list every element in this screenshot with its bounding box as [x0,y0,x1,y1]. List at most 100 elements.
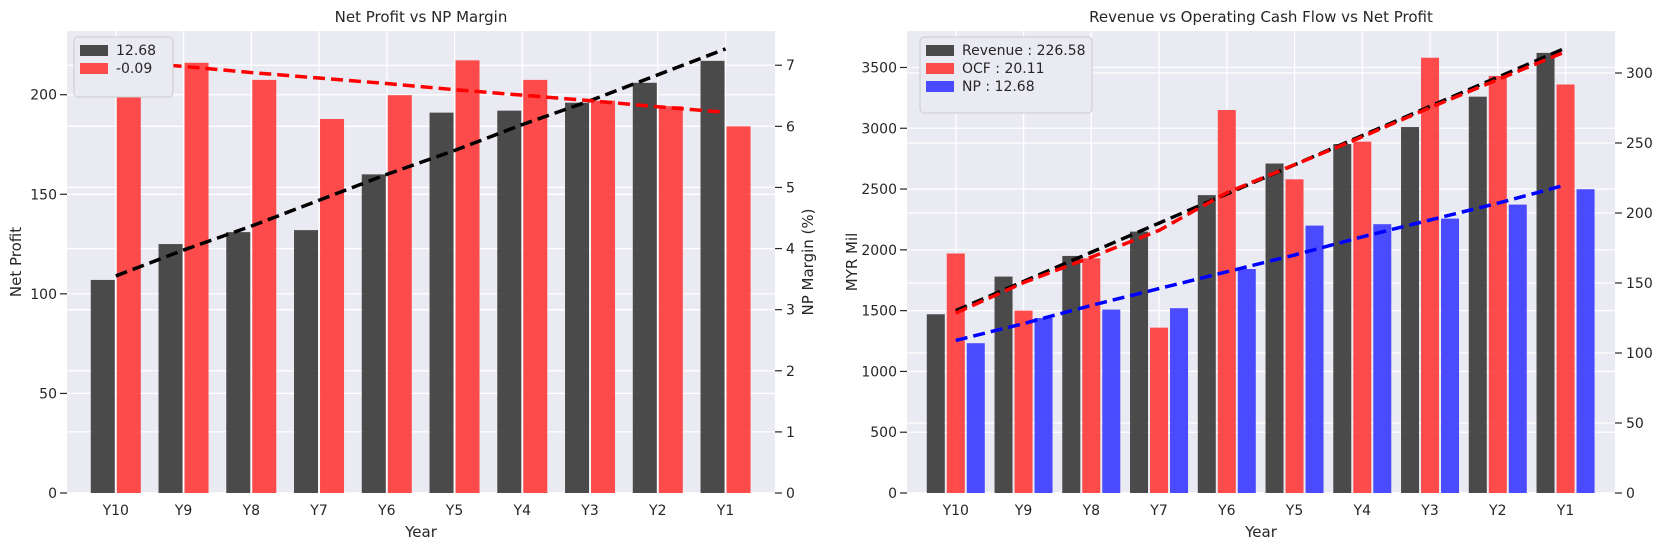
y-tick-label: 500 [870,425,897,441]
legend-swatch [926,63,954,74]
bar [1014,310,1033,493]
bar [1373,224,1392,493]
legend-label: NP : 12.68 [962,79,1035,95]
y-tick-label: 100 [30,287,57,303]
bar [252,79,277,493]
y2-tick-label: 7 [786,58,795,74]
legend-label: OCF : 20.11 [962,61,1045,77]
bar [700,60,725,493]
y-tick-label: 0 [48,486,57,502]
bar [184,62,209,494]
x-tick-label: Y7 [309,503,327,519]
x-axis: Y10 Y9 Y8 Y7 Y6 Y5 Y4 Y3 Y2 Y1 [942,503,1575,519]
y2-tick-label: 100 [1626,346,1653,362]
y2-tick-label: 200 [1626,206,1653,222]
bar [1082,258,1101,493]
x-tick-label: Y8 [1082,503,1100,519]
bar [591,100,616,494]
bar [294,230,319,493]
y2-tick-label: 3 [786,303,795,319]
bar [1062,255,1081,493]
legend-label: 12.68 [116,43,156,59]
y2-tick-label: 5 [786,180,795,196]
bar [1265,163,1284,493]
y-tick-label: 0 [888,486,897,502]
bar [455,60,480,493]
x-tick-label: Y5 [1285,503,1303,519]
bar [1488,75,1507,494]
y-tick-label: 1000 [861,364,897,380]
x-tick-label: Y4 [1353,503,1372,519]
y2-tick-label: 1 [786,425,795,441]
trend-line [955,50,1567,315]
bar [1556,84,1575,493]
y2-tick-label: 6 [786,119,795,135]
bar [994,276,1013,493]
trend-line [955,183,1566,343]
x-axis-label: Year [404,523,438,541]
bar [1305,225,1324,493]
bar [1441,218,1460,493]
x-tick-label: Y6 [377,503,396,519]
right-axis: 0 1 2 3 4 5 6 7 [775,58,795,502]
legend-swatch [80,63,108,74]
legend-swatch [926,45,954,56]
bar [726,126,751,493]
bar [523,79,548,493]
bar [926,314,945,493]
bar [1468,96,1487,493]
left-axis: 0 500 1000 1500 2000 2500 3000 3500 [861,60,907,502]
bar [158,244,183,493]
y2-tick-label: 2 [786,364,795,380]
bar [1421,57,1440,493]
y2-tick-label: 0 [1626,486,1635,502]
legend: 12.68 -0.09 [73,36,174,98]
legend-label: -0.09 [116,61,152,77]
bar [946,253,965,493]
y-axis-label: Net Profit [7,227,25,297]
trend-line [115,47,727,278]
y2-tick-label: 150 [1626,276,1653,292]
bar [497,110,522,493]
x-tick-label: Y8 [242,503,260,519]
bars [90,48,751,494]
legend-swatch [926,81,954,92]
x-tick-label: Y1 [1556,503,1574,519]
bar [387,95,412,494]
bar [658,106,683,494]
bar [1353,141,1372,493]
y2-tick-label: 250 [1626,136,1653,152]
x-tick-label: Y3 [580,503,598,519]
y2-tick-label: 4 [786,242,795,258]
bar [320,119,345,493]
x-tick-label: Y2 [648,503,666,519]
bar [1576,189,1595,493]
bars [926,52,1595,494]
bar [966,343,985,493]
x-tick-label: Y5 [445,503,463,519]
y-tick-label: 2000 [861,243,897,259]
y2-tick-label: 50 [1626,416,1644,432]
chart-title: Net Profit vs NP Margin [335,8,508,26]
trend-lines [115,47,727,278]
y-tick-label: 2500 [861,182,897,198]
x-tick-label: Y9 [174,503,192,519]
x-tick-label: Y4 [513,503,532,519]
legend-label: Revenue : 226.58 [962,43,1086,59]
y-tick-label: 3000 [861,121,897,137]
legend-frame [919,36,1093,114]
y2-axis-label: NP Margin (%) [799,209,817,316]
bar [1217,110,1236,494]
trend-lines [955,46,1567,343]
legend-swatch [80,45,108,56]
x-axis: Y10 Y9 Y8 Y7 Y6 Y5 Y4 Y3 Y2 Y1 [102,503,735,519]
x-tick-label: Y1 [716,503,734,519]
y2-tick-label: 300 [1626,66,1653,82]
x-tick-label: Y3 [1420,503,1438,519]
bar [1150,327,1169,493]
left-axis: 0 50 100 150 200 [30,88,67,502]
bar [1130,231,1149,493]
chart-revenue-ocf-net-profit: 0 500 1000 1500 2000 2500 3000 3500 0 50 100 150 20… [843,8,1653,541]
